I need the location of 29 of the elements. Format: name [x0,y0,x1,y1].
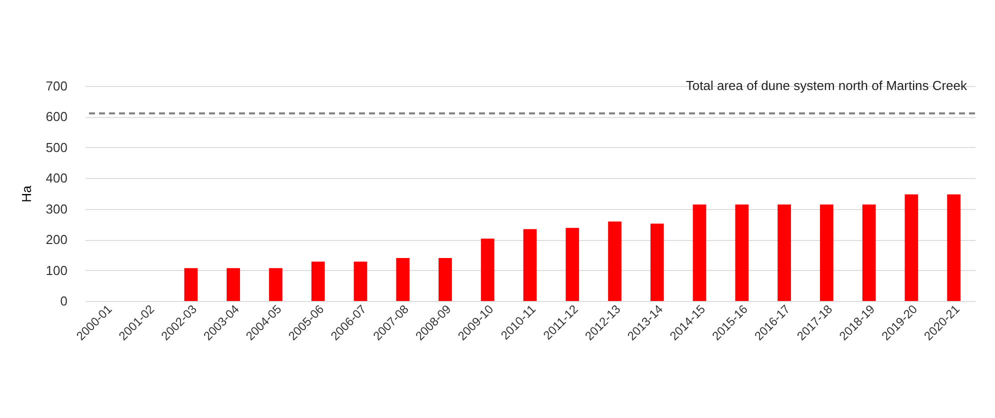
y-tick-label: 100 [46,262,68,278]
bar [692,204,706,301]
bar [820,204,834,301]
bar [608,221,622,301]
bar [226,268,240,301]
y-axis-title: Ha [18,184,34,202]
bar [396,258,410,301]
y-tick-label: 400 [46,170,68,186]
bar [523,229,537,301]
bar [904,194,918,301]
bar [269,268,282,301]
bar [650,224,664,301]
bar [438,258,452,301]
bar [862,204,876,301]
bar [735,204,749,301]
bar [566,228,580,301]
bar [778,204,791,301]
y-tick-label: 0 [60,294,68,308]
bar [311,262,325,301]
bar [354,262,368,301]
y-tick-label: 300 [46,201,68,216]
y-tick-label: 700 [46,78,68,94]
bar [947,194,960,301]
y-tick-label: 600 [46,109,68,124]
bar [480,238,494,301]
ref-line-label: Total area of dune system north of Martins Creek [686,78,968,93]
y-tick-label: 200 [46,232,68,248]
y-tick-label: 500 [46,140,68,155]
bar [184,268,198,301]
